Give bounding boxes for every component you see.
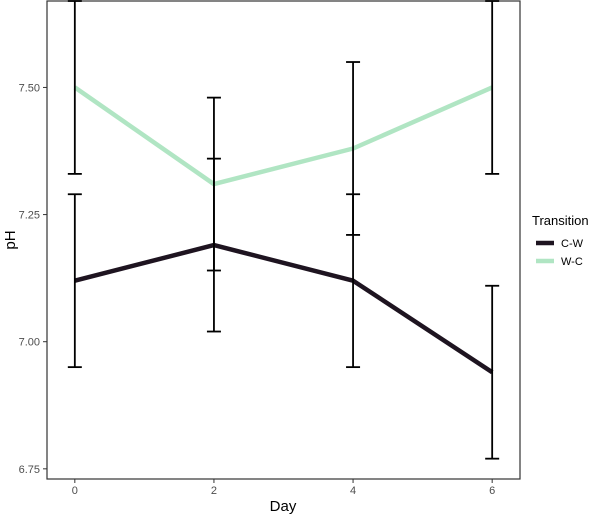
y-tick-label: 7.00: [19, 337, 40, 349]
series-line-c-w: [74, 242, 494, 375]
legend-label: W-C: [561, 256, 583, 268]
x-axis-ticks: 0 2 4 6: [72, 479, 495, 497]
x-axis-title: Day: [270, 498, 297, 515]
y-tick-label: 6.75: [19, 464, 40, 476]
legend-items: C-W W-C: [536, 238, 584, 268]
error-bar: [206, 96, 221, 272]
x-tick-label: 6: [489, 485, 495, 497]
series-lines: [73, 85, 494, 375]
legend-label: C-W: [561, 238, 584, 250]
error-bar: [346, 61, 361, 236]
plot-panel: [46, 0, 521, 480]
legend: Transition C-W W-C: [532, 213, 589, 268]
y-tick-label: 7.50: [19, 82, 40, 94]
error-bar: [67, 193, 82, 369]
x-tick-label: 2: [211, 485, 217, 497]
y-tick-label: 7.25: [19, 210, 40, 222]
x-tick-label: 0: [72, 485, 78, 497]
error-bars: [67, 0, 500, 460]
error-bar: [485, 284, 500, 460]
error-bar: [67, 0, 82, 175]
y-axis-ticks: 6.75 7.00 7.25 7.50: [19, 82, 47, 476]
error-bar: [485, 0, 500, 175]
x-tick-label: 4: [350, 485, 356, 497]
series-line-w-c: [73, 85, 494, 187]
y-axis-title: pH: [2, 230, 19, 249]
legend-item-c-w: C-W: [536, 238, 584, 250]
legend-item-w-c: W-C: [536, 256, 583, 268]
legend-title: Transition: [532, 213, 589, 228]
